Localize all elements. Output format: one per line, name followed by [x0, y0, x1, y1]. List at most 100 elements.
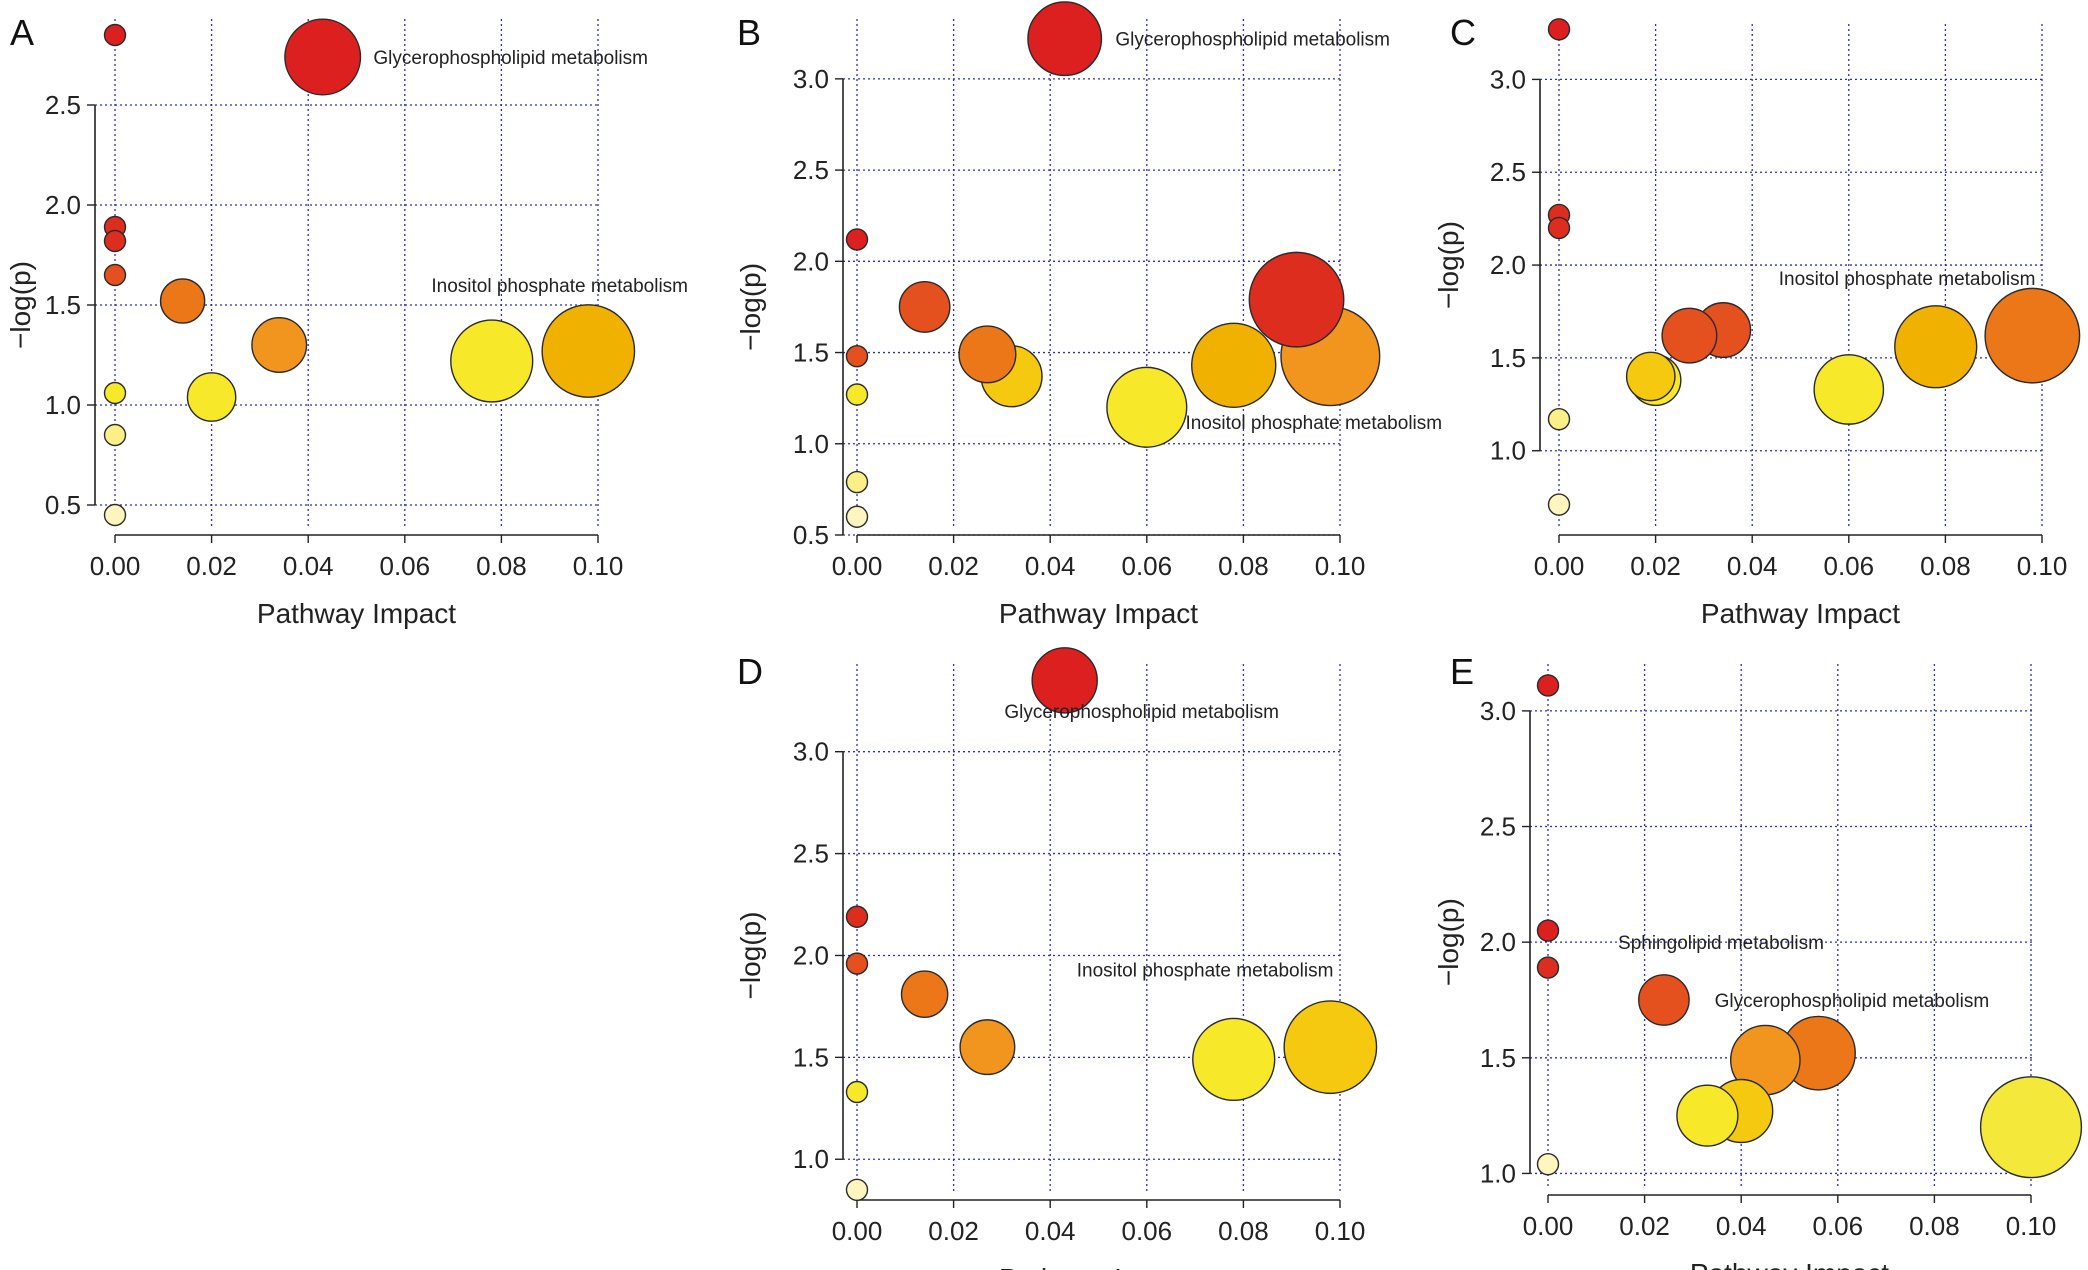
- pathway-bubble[interactable]: [251, 317, 308, 374]
- y-axis-title: −log(p): [735, 912, 766, 1000]
- panel-letter: A: [10, 12, 34, 53]
- pathway-bubble[interactable]: [1984, 287, 2081, 384]
- x-tick-label: 0.00: [90, 551, 141, 581]
- pathway-bubble[interactable]: [845, 344, 869, 368]
- y-tick-label: 2.5: [793, 839, 829, 869]
- pathway-bubble[interactable]: [1661, 307, 1718, 364]
- pathway-bubble[interactable]: [450, 319, 534, 403]
- y-tick-label: 2.0: [45, 190, 81, 220]
- y-tick-label: 3.0: [1480, 696, 1516, 726]
- pathway-bubble[interactable]: [1536, 674, 1560, 697]
- x-tick-label: 0.04: [1716, 1211, 1767, 1241]
- pathway-bubble[interactable]: [1813, 354, 1885, 425]
- pathway-bubble[interactable]: [898, 281, 951, 333]
- pathway-bubble[interactable]: [1248, 251, 1345, 348]
- pathway-annotation: Inositol phosphate metabolism: [1779, 269, 2036, 290]
- pathway-bubble[interactable]: [1547, 216, 1571, 240]
- pathway-bubble[interactable]: [1536, 919, 1560, 942]
- pathway-bubble[interactable]: [845, 383, 869, 406]
- x-tick-label: 0.10: [1315, 1216, 1366, 1246]
- pathway-bubble[interactable]: [186, 372, 237, 422]
- y-tick-label: 2.0: [793, 940, 829, 970]
- x-tick-label: 0.02: [928, 1216, 979, 1246]
- pathway-bubble[interactable]: [1979, 1076, 2083, 1179]
- pathway-annotation: Inositol phosphate metabolism: [1185, 413, 1442, 434]
- y-tick-label: 2.0: [1490, 250, 1526, 280]
- pathway-annotation: Glycerophospholipid metabolism: [1115, 30, 1390, 51]
- x-tick-label: 0.00: [1523, 1211, 1574, 1241]
- x-tick-label: 0.08: [1909, 1211, 1960, 1241]
- pathway-bubble[interactable]: [1547, 18, 1571, 41]
- x-tick-label: 0.00: [832, 1216, 883, 1246]
- x-tick-label: 0.00: [832, 551, 883, 581]
- y-tick-label: 1.5: [1480, 1043, 1516, 1073]
- x-tick-label: 0.00: [1534, 551, 1585, 581]
- x-axis-title: Pathway Impact: [999, 1263, 1198, 1270]
- x-axis-title: Pathway Impact: [1690, 1258, 1889, 1270]
- x-tick-label: 0.08: [476, 551, 527, 581]
- pathway-bubble[interactable]: [1027, 1, 1103, 77]
- y-axis-title: −log(p): [735, 263, 766, 351]
- pathway-bubble[interactable]: [1547, 493, 1571, 516]
- pathway-bubble[interactable]: [1536, 956, 1560, 979]
- pathway-bubble[interactable]: [900, 970, 949, 1018]
- y-tick-label: 1.0: [793, 429, 829, 459]
- pathway-bubble[interactable]: [1547, 407, 1571, 431]
- pathway-bubble[interactable]: [1192, 1017, 1276, 1102]
- pathway-bubble[interactable]: [1283, 1000, 1378, 1095]
- pathway-bubble[interactable]: [1676, 1084, 1739, 1147]
- x-tick-label: 0.10: [2006, 1211, 2057, 1241]
- pathway-bubble[interactable]: [1894, 305, 1978, 389]
- panel-letter: C: [1450, 12, 1476, 53]
- pathway-annotation: Glycerophospholipid metabolism: [373, 48, 648, 69]
- pathway-bubble[interactable]: [959, 1019, 1016, 1076]
- y-tick-label: 1.5: [1490, 343, 1526, 373]
- y-tick-label: 0.5: [793, 520, 829, 550]
- y-axis-title: −log(p): [1433, 221, 1464, 309]
- pathway-bubble[interactable]: [1638, 974, 1690, 1026]
- pathway-bubble[interactable]: [845, 952, 869, 975]
- pathway-annotation: Sphingolipid metabolism: [1618, 933, 1824, 954]
- x-axis-title: Pathway Impact: [999, 598, 1198, 629]
- pathway-bubble[interactable]: [103, 503, 127, 527]
- pathway-bubble[interactable]: [958, 325, 1017, 384]
- pathway-bubble[interactable]: [845, 228, 869, 251]
- y-tick-label: 1.0: [1480, 1158, 1516, 1188]
- x-tick-label: 0.04: [1727, 551, 1778, 581]
- x-tick-label: 0.04: [1025, 551, 1076, 581]
- x-axis-title: Pathway Impact: [257, 598, 456, 629]
- pathway-bubble[interactable]: [845, 505, 869, 528]
- pathway-bubble[interactable]: [284, 18, 362, 96]
- y-tick-label: 2.5: [1480, 812, 1516, 842]
- pathway-bubble[interactable]: [103, 263, 127, 287]
- x-tick-label: 0.02: [928, 551, 979, 581]
- pathway-bubble[interactable]: [845, 470, 869, 494]
- pathway-bubble[interactable]: [1536, 1152, 1560, 1176]
- pathway-bubble[interactable]: [159, 278, 206, 324]
- panel-a: A 0.5 1.0 1.5 2.0 2.5 0.00 0.02 0.04 0.06 0.08 0.10…: [5, 12, 688, 629]
- pathway-bubble[interactable]: [103, 381, 127, 405]
- x-tick-label: 0.08: [1920, 551, 1971, 581]
- pathway-bubble[interactable]: [1106, 366, 1188, 448]
- pathway-bubble[interactable]: [541, 304, 636, 398]
- pathway-bubble[interactable]: [845, 905, 869, 928]
- pathway-bubble[interactable]: [103, 23, 127, 47]
- x-tick-label: 0.06: [1121, 551, 1172, 581]
- pathway-bubble[interactable]: [1031, 647, 1098, 714]
- pathway-bubble[interactable]: [845, 1178, 869, 1202]
- x-tick-label: 0.08: [1218, 1216, 1269, 1246]
- pathway-bubble[interactable]: [1191, 322, 1277, 409]
- x-tick-label: 0.04: [283, 551, 334, 581]
- pathway-bubble[interactable]: [845, 1080, 869, 1104]
- panel-e: E 1.0 1.5 2.0 2.5 3.0 0.00 0.02 0.04 0.06 0.08 0.10…: [1433, 651, 2083, 1270]
- panel-c: C 1.0 1.5 2.0 2.5 3.0 0.00 0.02 0.04 0.06 0.08 0.10…: [1433, 12, 2081, 629]
- pathway-bubble[interactable]: [103, 423, 127, 447]
- pathway-bubble[interactable]: [103, 229, 127, 253]
- x-tick-label: 0.10: [1315, 551, 1366, 581]
- pathway-annotation: Inositol phosphate metabolism: [431, 276, 688, 297]
- pathway-annotation: Glycerophospholipid metabolism: [1004, 702, 1279, 723]
- x-tick-label: 0.10: [2017, 551, 2068, 581]
- pathway-annotation: Glycerophospholipid metabolism: [1715, 991, 1990, 1012]
- pathway-bubble[interactable]: [1625, 351, 1676, 402]
